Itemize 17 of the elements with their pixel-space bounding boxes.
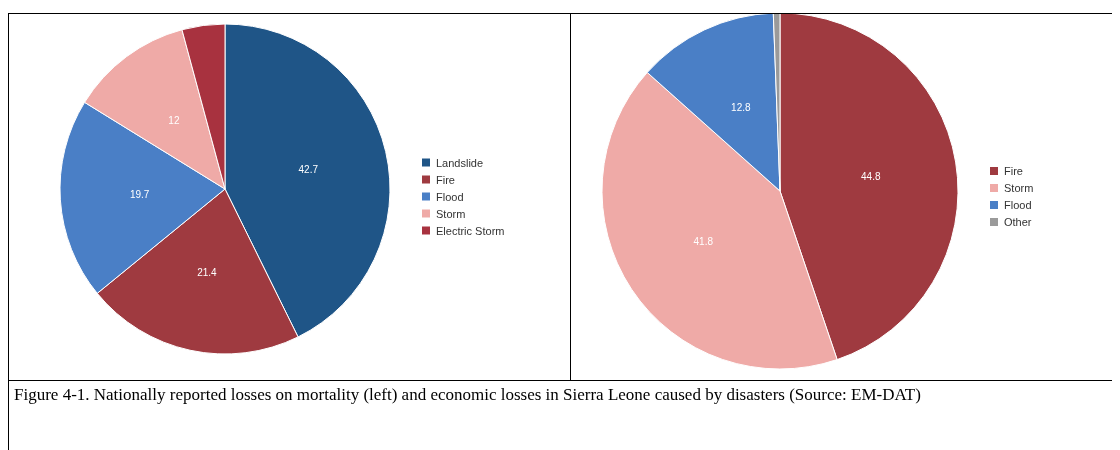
legend-label: Storm (436, 207, 466, 220)
legend-label: Electric Storm (436, 224, 505, 237)
data-label: 44.8 (861, 170, 881, 182)
data-label: 41.8 (693, 236, 714, 248)
legend-label: Flood (1004, 199, 1032, 211)
data-label: 42.7 (298, 164, 319, 176)
legend-label: Flood (436, 190, 464, 203)
legend-label: Storm (1004, 182, 1034, 194)
legend-label: Landslide (436, 156, 484, 169)
data-label: 12 (168, 114, 180, 126)
legend-label: Fire (1004, 165, 1023, 177)
data-label: 12.8 (731, 102, 751, 114)
data-label: 21.4 (197, 267, 218, 279)
legend-label: Fire (436, 173, 455, 186)
legend-label: Other (1004, 216, 1032, 228)
data-label: 19.7 (129, 189, 150, 201)
caption: Figure 4-1. Nationally reported losses on mortality (left) and economic losses in Sierra Leone caused by disasters (Source: EM-DAT) (14, 384, 922, 405)
